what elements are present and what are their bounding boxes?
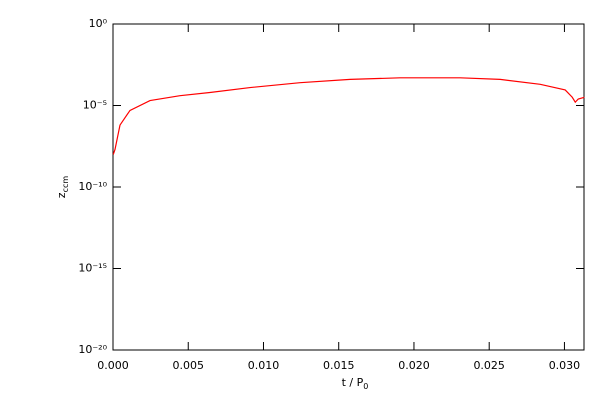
x-tick-label: 0.020 bbox=[398, 359, 430, 372]
y-axis-label-text: z bbox=[55, 192, 68, 198]
plot-frame bbox=[112, 23, 585, 351]
x-axis-label: t / P0 bbox=[342, 376, 369, 391]
y-axis-label: zccm bbox=[55, 176, 70, 199]
x-tick-label: 0.030 bbox=[549, 359, 581, 372]
y-tick-label: 10⁻⁵ bbox=[83, 99, 107, 112]
x-axis-label-text: t / P bbox=[342, 376, 364, 389]
x-tick-label: 0.015 bbox=[323, 359, 355, 372]
x-tick-label: 0.025 bbox=[473, 359, 505, 372]
y-tick-label: 10⁻²⁰ bbox=[78, 343, 107, 356]
x-tick-label: 0.000 bbox=[97, 359, 129, 372]
data-line bbox=[112, 77, 585, 155]
x-axis-label-subscript: 0 bbox=[363, 382, 368, 391]
y-axis-label-subscript: ccm bbox=[61, 176, 70, 193]
x-tick-label: 0.010 bbox=[248, 359, 280, 372]
x-tick-label: 0.005 bbox=[172, 359, 204, 372]
y-tick-label: 10⁻¹⁵ bbox=[78, 262, 107, 275]
y-tick-label: 10⁰ bbox=[89, 17, 108, 30]
y-tick-label: 10⁻¹⁰ bbox=[78, 180, 107, 193]
